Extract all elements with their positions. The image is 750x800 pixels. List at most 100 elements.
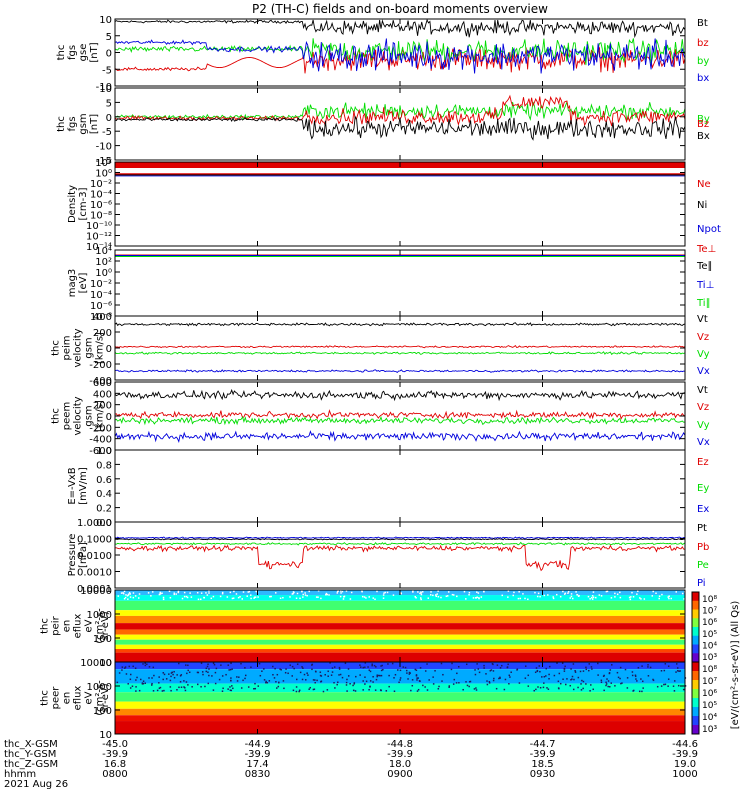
heatmap-speckle bbox=[634, 675, 637, 678]
heatmap-speckle bbox=[626, 677, 629, 679]
heatmap-speckle bbox=[577, 595, 580, 598]
heatmap-speckle bbox=[291, 593, 294, 595]
colorbar-segment bbox=[692, 618, 699, 628]
heatmap-speckle bbox=[132, 596, 135, 599]
panel-pressure: 1.0000 0.1000 0.0100 0.0010 0.0001 Pressure [n… bbox=[67, 518, 709, 595]
heatmap-speckle bbox=[427, 597, 430, 599]
heatmap-speckle bbox=[135, 690, 137, 692]
series-Bx bbox=[114, 115, 686, 141]
heatmap-speckle bbox=[380, 665, 382, 667]
heatmap-speckle bbox=[304, 594, 307, 596]
heatmap-speckle bbox=[228, 669, 230, 671]
heatmap-speckle bbox=[640, 678, 642, 680]
heatmap-speckle bbox=[420, 591, 422, 593]
y-axis-label: thc bbox=[40, 690, 51, 706]
heatmap-speckle bbox=[510, 671, 512, 673]
heatmap-speckle bbox=[364, 666, 366, 669]
heatmap-speckle bbox=[393, 690, 396, 693]
heatmap-speckle bbox=[328, 594, 330, 596]
heatmap-speckle bbox=[365, 597, 367, 599]
heatmap-speckle bbox=[163, 673, 166, 676]
y-tick-label: 0.0001 bbox=[77, 584, 112, 595]
heatmap-speckle bbox=[333, 666, 336, 668]
legend-npot: Npot bbox=[697, 224, 721, 235]
heatmap-speckle bbox=[406, 672, 408, 674]
heatmap-speckle bbox=[543, 682, 545, 684]
heatmap-speckle bbox=[468, 591, 471, 594]
heatmap-speckle bbox=[441, 680, 443, 682]
heatmap-speckle bbox=[320, 681, 322, 683]
x-tick-label: -39.9 bbox=[387, 749, 413, 760]
legend-te∥: Te∥ bbox=[696, 261, 713, 272]
heatmap-speckle bbox=[563, 670, 566, 672]
y-axis-label: peir bbox=[51, 615, 62, 635]
series-By bbox=[114, 100, 686, 121]
y-tick-label: 10² bbox=[95, 158, 112, 169]
y-tick-label: 0.0100 bbox=[77, 551, 112, 562]
y-tick-label: 10² bbox=[95, 257, 112, 268]
heatmap-speckle bbox=[649, 666, 652, 669]
heatmap-speckle bbox=[386, 591, 389, 594]
heatmap-speckle bbox=[334, 687, 336, 689]
heatmap-speckle bbox=[589, 598, 591, 600]
heatmap-speckle bbox=[253, 688, 255, 690]
heatmap-speckle bbox=[434, 670, 436, 672]
heatmap-speckle bbox=[616, 593, 619, 596]
heatmap-speckle bbox=[118, 672, 121, 674]
heatmap-speckle bbox=[426, 663, 428, 665]
heatmap-speckle bbox=[273, 677, 276, 679]
heatmap-speckle bbox=[152, 666, 155, 669]
heatmap-speckle bbox=[231, 597, 234, 600]
heatmap-speckle bbox=[227, 664, 229, 666]
heatmap-speckle bbox=[374, 689, 377, 691]
y-tick-label: -5 bbox=[102, 65, 112, 76]
heatmap-speckle bbox=[675, 591, 677, 593]
heatmap-speckle bbox=[299, 597, 301, 600]
heatmap-speckle bbox=[279, 597, 282, 600]
heatmap-speckle bbox=[445, 595, 448, 598]
heatmap-speckle bbox=[500, 664, 503, 667]
heatmap-speckle bbox=[588, 663, 590, 665]
series-by bbox=[114, 38, 686, 66]
heatmap-speckle bbox=[189, 592, 191, 594]
colorbar-segment bbox=[692, 609, 699, 619]
heatmap-speckle bbox=[546, 687, 548, 689]
heatmap-speckle bbox=[151, 591, 154, 593]
colorbar-tick-label: 10⁵ bbox=[702, 701, 717, 711]
heatmap-speckle bbox=[617, 676, 620, 679]
series-Pb bbox=[115, 544, 686, 572]
heatmap-speckle bbox=[416, 679, 418, 681]
heatmap-speckle bbox=[608, 672, 611, 674]
heatmap-speckle bbox=[576, 594, 579, 596]
series-Pi bbox=[114, 536, 686, 540]
heatmap-speckle bbox=[485, 673, 487, 675]
heatmap-band bbox=[115, 623, 685, 630]
heatmap-speckle bbox=[489, 669, 492, 672]
heatmap-speckle bbox=[614, 592, 616, 595]
heatmap-speckle bbox=[673, 680, 676, 682]
heatmap-speckle bbox=[230, 662, 232, 665]
heatmap-speckle bbox=[183, 686, 185, 688]
legend-vz: Vz bbox=[697, 402, 709, 413]
heatmap-speckle bbox=[503, 688, 506, 691]
heatmap-band bbox=[115, 639, 685, 645]
heatmap-speckle bbox=[365, 680, 368, 683]
heatmap-speckle bbox=[670, 597, 672, 600]
panel-frame bbox=[114, 449, 686, 523]
heatmap-speckle bbox=[499, 677, 501, 679]
heatmap-speckle bbox=[432, 676, 434, 678]
heatmap-speckle bbox=[331, 667, 334, 669]
y-axis-label: thc bbox=[51, 408, 62, 424]
heatmap-speckle bbox=[221, 690, 224, 692]
heatmap-speckle bbox=[435, 595, 438, 597]
heatmap-speckle bbox=[364, 676, 366, 678]
heatmap-speckle bbox=[214, 682, 217, 685]
x-tick-label: -45.0 bbox=[102, 739, 128, 750]
heatmap-speckle bbox=[289, 596, 291, 598]
heatmap-speckle bbox=[126, 595, 129, 597]
y-tick-label: 400 bbox=[93, 312, 112, 323]
heatmap-speckle bbox=[667, 685, 669, 687]
heatmap-speckle bbox=[125, 673, 128, 675]
heatmap-speckle bbox=[398, 681, 400, 684]
